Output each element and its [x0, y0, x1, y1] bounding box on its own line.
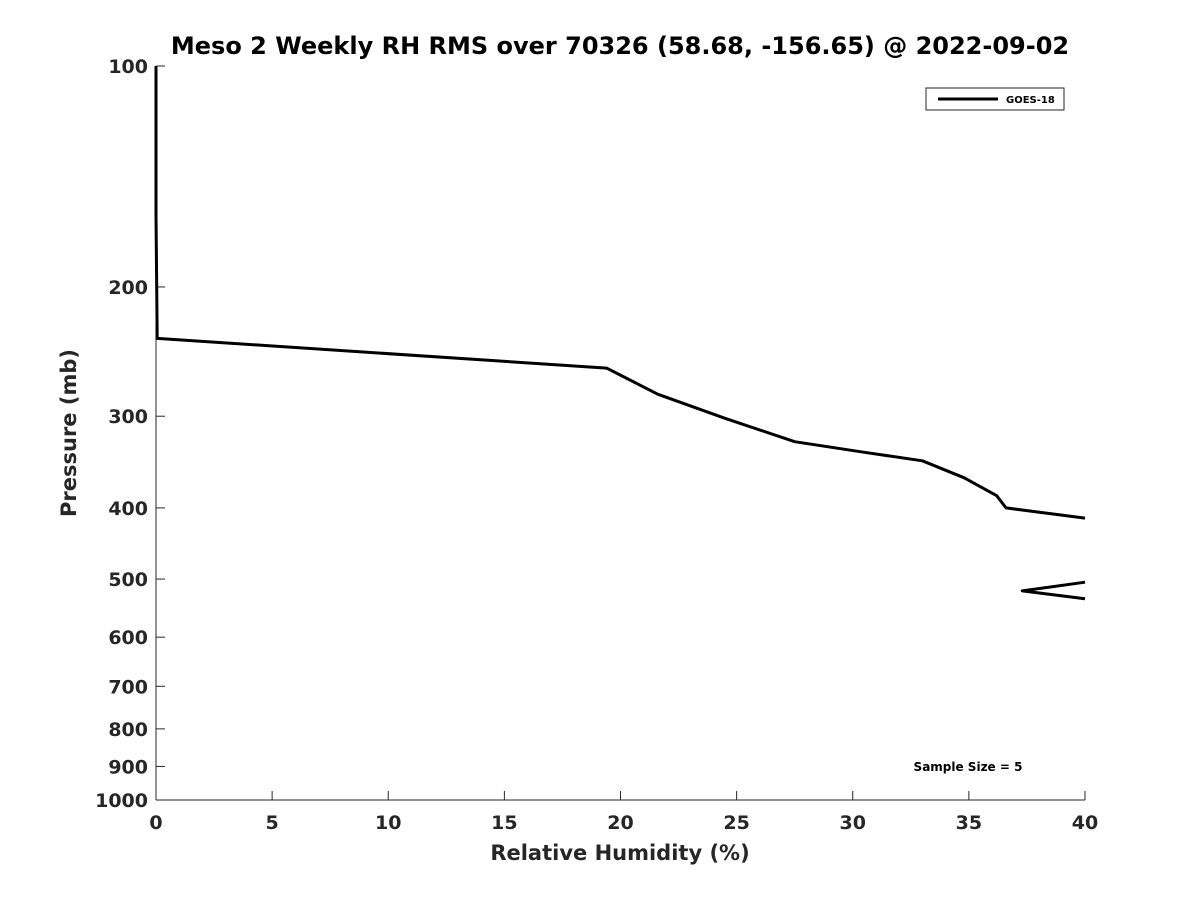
y-axis-label: Pressure (mb): [57, 349, 81, 517]
y-axis-ticks: 100 200 300 400 500 600 700 800 900 1000: [95, 56, 165, 812]
y-tick-label: 200: [108, 277, 148, 299]
x-tick-label: 0: [149, 812, 162, 834]
series-line-goes-18: [1020, 580, 1086, 601]
x-tick-label: 5: [266, 812, 279, 834]
y-tick-label: 300: [108, 406, 148, 428]
x-tick-label: 40: [1072, 812, 1098, 834]
series-line-goes-18: [154, 66, 1086, 520]
y-tick-label: 400: [108, 498, 148, 520]
x-tick-label: 15: [491, 812, 517, 834]
x-tick-label: 35: [956, 812, 982, 834]
legend: GOES-18: [925, 87, 1065, 111]
y-tick-label: 900: [108, 756, 148, 778]
chart-title: Meso 2 Weekly RH RMS over 70326 (58.68, …: [171, 32, 1069, 60]
y-tick-label: 100: [108, 56, 148, 78]
x-tick-label: 25: [723, 812, 749, 834]
x-axis-ticks: 0 5 10 15 20 25 30 35 40: [149, 791, 1098, 834]
y-tick-label: 800: [108, 719, 148, 741]
y-tick-label: 700: [108, 676, 148, 698]
legend-label-goes-18: GOES-18: [1006, 95, 1055, 106]
sample-size-annotation: Sample Size = 5: [914, 760, 1023, 774]
series-layer: [154, 66, 1086, 601]
x-axis-label: Relative Humidity (%): [490, 841, 749, 865]
x-tick-label: 10: [375, 812, 401, 834]
x-tick-label: 20: [607, 812, 633, 834]
y-tick-label: 500: [108, 569, 148, 591]
y-tick-label: 600: [108, 627, 148, 649]
y-tick-label: 1000: [95, 790, 148, 812]
x-tick-label: 30: [840, 812, 866, 834]
